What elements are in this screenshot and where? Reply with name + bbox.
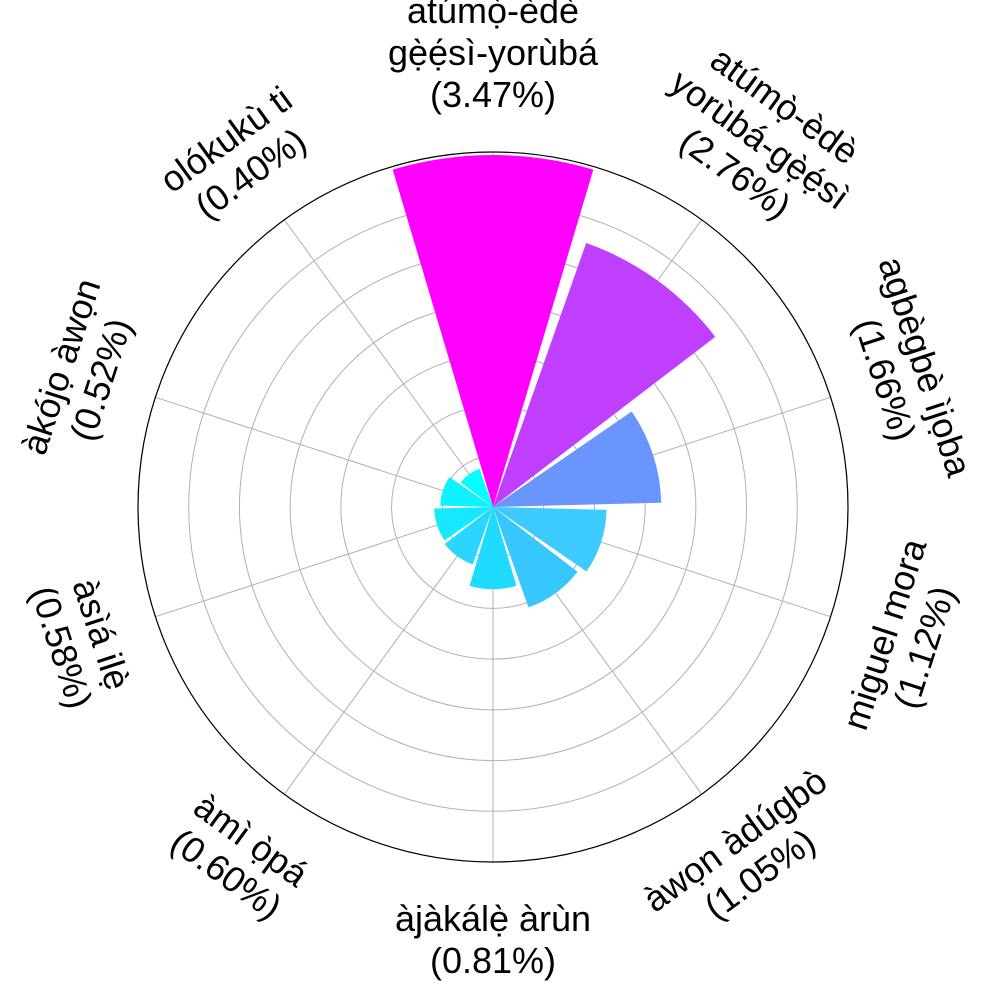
- category-name: gẹ̀ẹ́sì-yorùbá: [388, 32, 599, 73]
- category-name: àjàkálẹ̀ àrùn: [395, 898, 591, 939]
- angular-gridline: [155, 397, 493, 507]
- category-label: atúmọ̀-èdè gẹ̀ẹ́sì-yorùbá (3.47%): [388, 0, 599, 115]
- category-percent: (0.81%): [430, 940, 556, 981]
- category-label: agbègbè ìjọba(1.66%): [831, 252, 981, 496]
- category-percent: (3.47%): [430, 74, 556, 115]
- category-label: atúmọ̀-èdèyorùbá-gẹ̀ẹ́sì(2.76%): [638, 27, 881, 252]
- category-name: atúmọ̀-èdè: [407, 0, 579, 31]
- category-label: olókukù ti(0.40%): [152, 78, 324, 235]
- category-label: àmì ọ̀pá(0.60%): [162, 785, 317, 929]
- category-label: àsìá ilẹ̀(0.58%): [23, 568, 141, 714]
- category-label: àwọn àdúgbò(1.05%): [635, 760, 859, 954]
- category-label: miguel mora(1.12%): [834, 533, 974, 748]
- polar-bars: [393, 155, 716, 607]
- category-label: àkójọ àwọn(0.52%): [13, 274, 148, 473]
- category-label: àjàkálẹ̀ àrùn (0.81%): [395, 898, 591, 981]
